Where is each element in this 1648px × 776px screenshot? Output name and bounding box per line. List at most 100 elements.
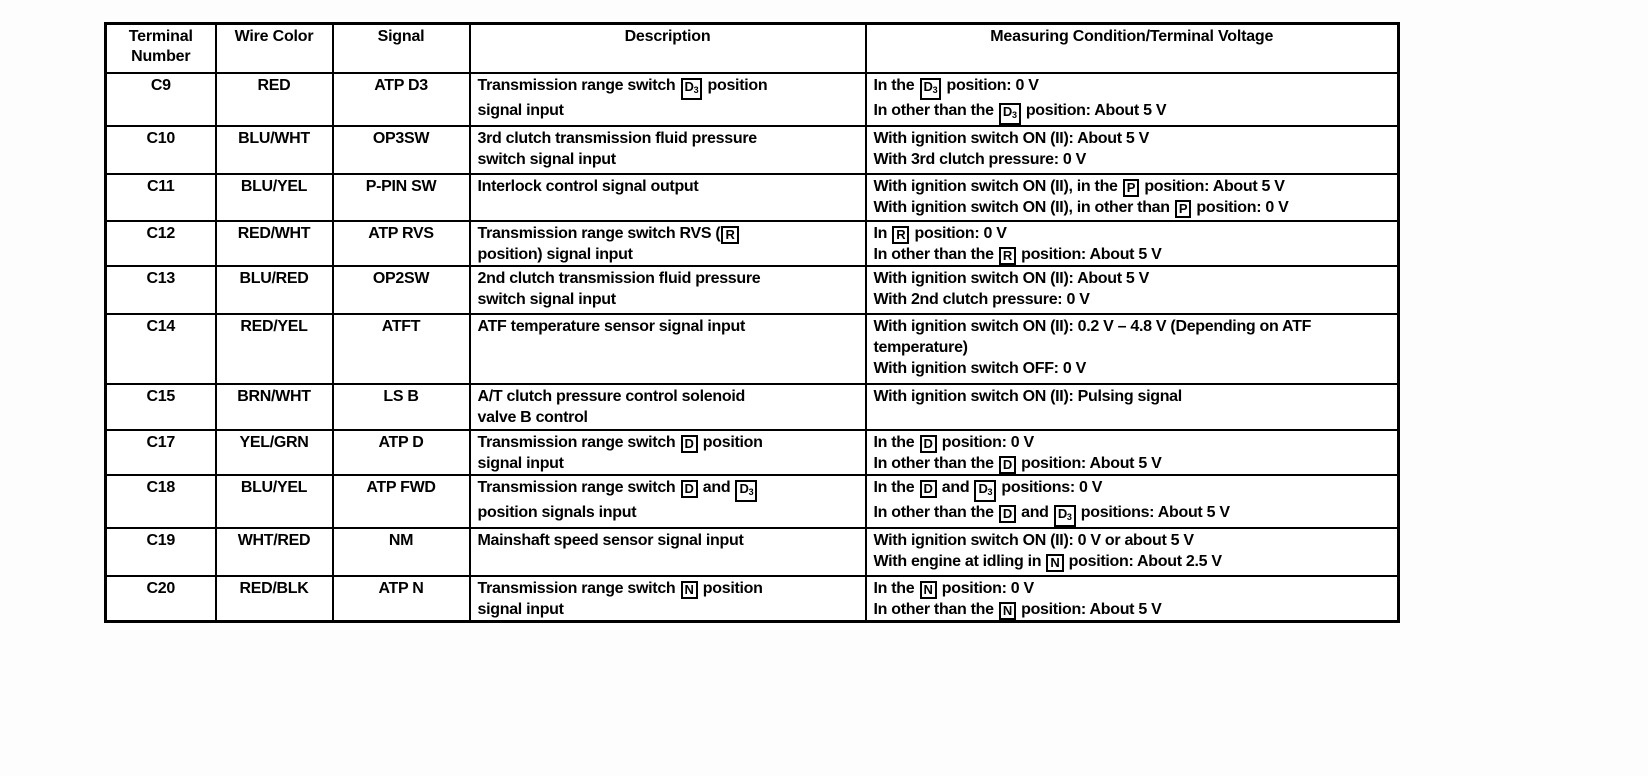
position-box-d3: D3 (998, 102, 1021, 124)
signal-cell: LS B (331, 382, 471, 431)
voltage-line: With ignition switch ON (II): Pulsing si… (873, 387, 1183, 405)
position-box-d3: D3 (680, 77, 703, 100)
column-header-wire: Wire Color (214, 22, 334, 74)
table-row: C14 RED/YEL ATFT ATF temperature sensor sig… (104, 312, 1400, 385)
signal-cell: OP2SW (331, 264, 471, 315)
description-line: Transmission range switch D3 position (478, 75, 861, 100)
position-box-n: N (1046, 553, 1064, 572)
position-box-d3: D3 (919, 77, 942, 100)
table-row: C10 BLU/WHT OP3SW 3rd clutch transmission f… (104, 124, 1400, 175)
column-header-description: Description (468, 22, 867, 74)
table-row: C15 BRN/WHT LS B A/T clutch pressure contro… (104, 382, 1400, 431)
column-header-signal: Signal (331, 22, 471, 74)
table-header: Terminal Number Wire Color Signal Descripti… (104, 22, 1400, 74)
voltage-cell: With ignition switch ON (II): About 5 V W… (864, 124, 1400, 175)
description-line: position signals input (477, 503, 637, 521)
position-box-d3: D3 (735, 479, 758, 502)
description-cell: 3rd clutch transmission fluid pressure sw… (468, 124, 867, 175)
terminal-number-cell: C9 (104, 71, 217, 127)
voltage-line: With 3rd clutch pressure: 0 V (873, 150, 1087, 168)
position-box-d3: D3 (974, 479, 997, 502)
voltage-cell: With ignition switch ON (II): Pulsing si… (864, 382, 1400, 431)
wire-color-cell: RED/WHT (214, 219, 334, 267)
description-line: signal input (477, 454, 564, 472)
signal-cell: P-PIN SW (331, 172, 471, 222)
wire-color-cell: BLU/YEL (214, 473, 334, 529)
terminal-number-cell: C14 (104, 312, 217, 385)
voltage-line: With ignition switch ON (II): About 5 V (873, 129, 1150, 147)
position-box-subscript: 3 (693, 84, 699, 95)
table-row: C9 RED ATP D3 Transmission range switch D3 … (104, 71, 1400, 127)
voltage-line: With ignition switch ON (II): 0 V or abo… (873, 531, 1195, 549)
position-box-d: D (919, 479, 937, 498)
table-row: C18 BLU/YEL ATP FWD Transmission range swit… (104, 473, 1400, 529)
description-cell: ATF temperature sensor signal input (468, 312, 867, 385)
description-cell: Transmission range switch N position sign… (468, 574, 867, 622)
terminal-number-cell: C18 (104, 473, 217, 529)
description-cell: Interlock control signal output (468, 172, 867, 222)
description-line: switch signal input (477, 290, 617, 308)
voltage-line: In the D and D3 positions: 0 V (874, 477, 1394, 502)
position-box-d: D (680, 479, 698, 498)
description-cell: Transmission range switch D and D3 positi… (468, 473, 867, 529)
description-line: A/T clutch pressure control solenoid (477, 387, 746, 405)
table-row: C17 YEL/GRN ATP D Transmission range switch… (104, 428, 1400, 476)
position-box-subscript: 3 (932, 84, 938, 95)
voltage-cell: With ignition switch ON (II), in the P p… (864, 172, 1400, 222)
signal-cell: ATP D3 (331, 71, 471, 127)
position-box-d: D (998, 455, 1016, 473)
position-box-subscript: 3 (987, 486, 993, 497)
terminal-number-cell: C19 (104, 526, 217, 577)
position-box-r: R (721, 225, 739, 244)
description-line: Mainshaft speed sensor signal input (477, 531, 744, 549)
voltage-line: With engine at idling in N position: Abo… (873, 552, 1222, 572)
description-cell: Mainshaft speed sensor signal input (468, 526, 867, 577)
table-row: C11 BLU/YEL P-PIN SW Interlock control sign… (104, 172, 1400, 222)
table-row: C13 BLU/RED OP2SW 2nd clutch transmission f… (104, 264, 1400, 315)
voltage-line: In other than the D3 position: About 5 V (874, 100, 1394, 124)
signal-cell: ATFT (331, 312, 471, 385)
description-line: Transmission range switch RVS (R (478, 223, 861, 244)
position-box-n: N (919, 580, 937, 599)
wire-color-cell: BLU/YEL (214, 172, 334, 222)
description-line: Interlock control signal output (477, 177, 699, 195)
voltage-line: With 2nd clutch pressure: 0 V (873, 290, 1090, 308)
terminal-number-cell: C11 (104, 172, 217, 222)
table-row: C12 RED/WHT ATP RVS Transmission range swit… (104, 219, 1400, 267)
voltage-line: In other than the D position: About 5 V (873, 454, 1162, 473)
description-line: valve B control (477, 408, 589, 426)
voltage-line: In other than the D and D3 positions: Ab… (874, 502, 1394, 526)
header-row: Terminal Number Wire Color Signal Descripti… (104, 22, 1400, 74)
voltage-cell: With ignition switch ON (II): About 5 V W… (864, 264, 1400, 315)
position-box-subscript: 3 (1066, 511, 1072, 522)
position-box-n: N (680, 580, 698, 599)
voltage-line: With ignition switch OFF: 0 V (873, 359, 1087, 377)
description-line: Transmission range switch N position (477, 579, 763, 599)
wire-color-cell: RED/BLK (214, 574, 334, 622)
voltage-line: In R position: 0 V (873, 224, 1007, 244)
position-box-subscript: 3 (1011, 109, 1017, 120)
wire-color-cell: RED/YEL (214, 312, 334, 385)
voltage-line: With ignition switch ON (II): About 5 V (873, 269, 1150, 287)
wire-color-cell: YEL/GRN (214, 428, 334, 476)
voltage-line: In the D3 position: 0 V (874, 75, 1394, 100)
wire-color-cell: BLU/RED (214, 264, 334, 315)
voltage-cell: With ignition switch ON (II): 0 V or abo… (864, 526, 1400, 577)
description-cell: 2nd clutch transmission fluid pressure sw… (468, 264, 867, 315)
description-line: Transmission range switch D position (477, 433, 763, 453)
voltage-line: In other than the N position: About 5 V (873, 600, 1162, 620)
description-cell: Transmission range switch D3 position sig… (468, 71, 867, 127)
description-line: 2nd clutch transmission fluid pressure (477, 269, 761, 287)
voltage-line: temperature) (873, 338, 969, 356)
terminal-number-cell: C15 (104, 382, 217, 431)
wire-color-cell: BLU/WHT (214, 124, 334, 175)
column-header-voltage: Measuring Condition/Terminal Voltage (864, 22, 1400, 74)
signal-cell: OP3SW (331, 124, 471, 175)
terminal-voltage-table: Terminal Number Wire Color Signal Descripti… (104, 22, 1400, 623)
position-box-r: R (998, 246, 1016, 264)
column-header-terminal: Terminal Number (104, 22, 217, 74)
wire-color-cell: BRN/WHT (214, 382, 334, 431)
description-line: signal input (477, 101, 564, 119)
